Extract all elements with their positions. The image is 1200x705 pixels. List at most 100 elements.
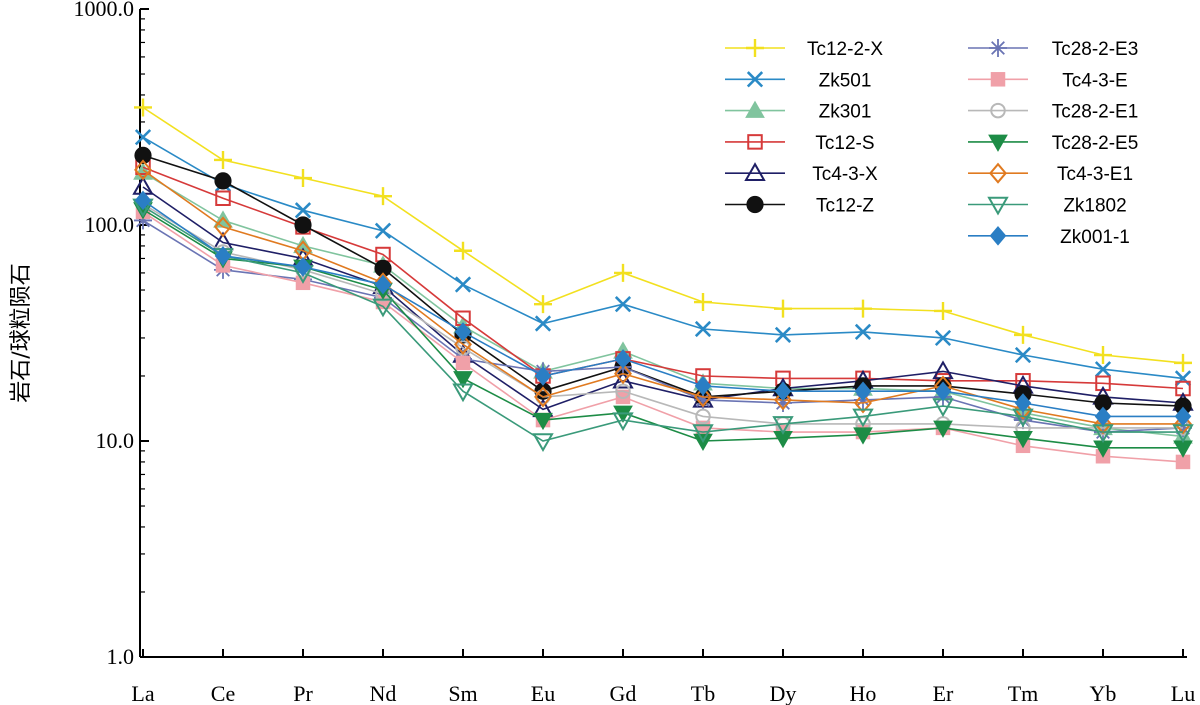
legend-marker	[746, 39, 764, 57]
legend-label: Tc4-3-E	[1062, 70, 1127, 91]
data-point	[1094, 361, 1112, 378]
data-point	[614, 349, 632, 369]
data-point	[774, 381, 792, 401]
legend-item: Zk1802	[968, 196, 1127, 217]
x-tick-label: Dy	[770, 681, 797, 705]
data-point	[774, 389, 792, 411]
legend-label: Tc12-Z	[816, 196, 874, 217]
data-point	[374, 274, 392, 295]
data-point	[534, 315, 552, 332]
data-point	[294, 202, 312, 219]
legend-item: Tc12-Z	[725, 196, 874, 217]
data-point	[1094, 406, 1112, 427]
data-point	[214, 246, 232, 266]
legend-label: Tc28-2-E3	[1052, 39, 1139, 60]
legend-label: Zk501	[819, 70, 872, 91]
data-point	[615, 383, 631, 399]
legend-item: Zk501	[725, 70, 871, 91]
data-point	[853, 427, 873, 445]
legend-label: Tc12-2-X	[807, 39, 883, 60]
x-tick-label: Tm	[1008, 681, 1039, 705]
x-tick-label: Er	[933, 681, 954, 705]
data-point	[1014, 346, 1032, 364]
legend-marker	[987, 196, 1009, 216]
series-line	[142, 136, 1184, 380]
data-point	[294, 216, 312, 234]
legend-marker	[744, 162, 766, 181]
series-layer	[132, 98, 1194, 470]
series-Zk001-1	[134, 190, 1192, 427]
series-line	[142, 219, 1184, 433]
data-point	[134, 129, 152, 146]
data-point	[455, 355, 471, 371]
series-line	[142, 186, 1184, 411]
data-point	[1173, 440, 1193, 458]
x-tick-label: Yb	[1090, 681, 1117, 705]
series-line	[142, 154, 1184, 407]
data-point	[215, 190, 231, 206]
legend-marker	[747, 134, 763, 150]
data-point	[372, 298, 394, 318]
data-point	[694, 386, 712, 408]
data-point	[854, 392, 872, 414]
data-point	[774, 299, 792, 318]
legend-marker	[989, 162, 1007, 184]
series-line	[142, 203, 1183, 429]
data-point	[934, 329, 952, 347]
data-point	[1174, 406, 1192, 427]
legend-label: Tc4-3-E1	[1057, 164, 1133, 185]
data-point	[454, 322, 472, 342]
data-point	[1174, 353, 1192, 372]
legend-item: Tc28-2-E3	[968, 39, 1138, 60]
series-Tc28-2-E3	[134, 211, 1192, 442]
data-point	[1013, 430, 1033, 449]
legend-marker	[989, 226, 1007, 246]
data-point	[774, 326, 792, 343]
data-point	[374, 222, 392, 239]
legend-label: Zk001-1	[1060, 227, 1130, 248]
legend-item: Tc4-3-E1	[968, 162, 1133, 185]
legend-label: Tc12-S	[815, 133, 874, 154]
data-point	[615, 389, 631, 405]
legend-item: Tc28-2-E1	[968, 102, 1138, 123]
legend-marker	[990, 72, 1006, 87]
data-point	[1014, 393, 1032, 413]
legend-item: Tc28-2-E5	[968, 133, 1138, 154]
legend-marker	[746, 195, 764, 214]
data-point	[854, 323, 872, 341]
series-line	[142, 199, 1183, 418]
data-point	[614, 363, 632, 385]
legend-marker	[745, 100, 765, 118]
series-Zk501	[134, 129, 1192, 387]
data-point	[772, 416, 794, 435]
x-tick-label: Eu	[531, 681, 555, 705]
legend-label: Tc4-3-X	[812, 164, 878, 185]
series-line	[142, 106, 1184, 364]
data-point	[294, 257, 312, 277]
legend-item: Zk301	[725, 100, 871, 123]
y-tick-label: 10.0	[96, 428, 135, 453]
y-tick-label: 1000.0	[74, 0, 135, 21]
data-point	[612, 412, 634, 432]
y-axis-label: 岩石/球粒陨石	[9, 263, 34, 402]
legend-item: Tc12-2-X	[725, 39, 883, 60]
data-point	[612, 369, 634, 389]
legend-marker	[990, 102, 1006, 119]
data-point	[134, 190, 152, 211]
data-point	[854, 381, 872, 401]
data-point	[454, 241, 472, 260]
data-point	[1014, 325, 1032, 344]
x-tick-label: Gd	[610, 681, 637, 705]
data-point	[214, 216, 232, 238]
data-point	[454, 333, 472, 355]
x-tick-label: Lu	[1171, 681, 1195, 705]
data-point	[1095, 375, 1111, 392]
legend-marker	[746, 71, 764, 88]
x-tick-label: Ho	[850, 681, 877, 705]
x-tick-label: La	[131, 681, 154, 705]
legend-label: Zk1802	[1063, 196, 1126, 217]
legend-item: Tc4-3-X	[725, 162, 878, 185]
data-point	[694, 376, 712, 396]
data-point	[532, 433, 554, 453]
